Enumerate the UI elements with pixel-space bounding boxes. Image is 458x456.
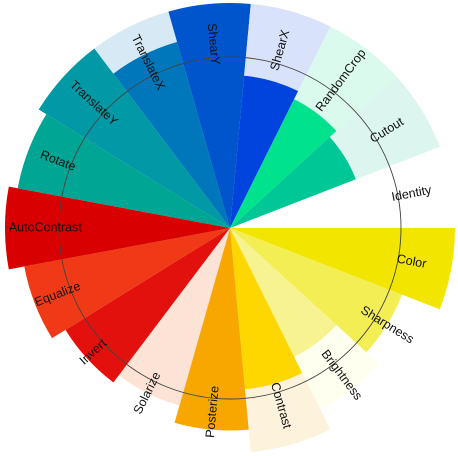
bar-extent-cutout	[329, 76, 440, 180]
label-posterize: Posterize	[203, 385, 222, 438]
reference-ring	[58, 56, 402, 400]
bar-translatey	[38, 48, 231, 229]
label-identity: Identity	[390, 183, 433, 204]
bar-equalize	[24, 228, 231, 339]
bar-randomcrop	[230, 99, 337, 228]
bar-invert	[65, 228, 230, 383]
bar-posterize	[174, 228, 249, 431]
bar-translatex	[113, 41, 230, 228]
bar-sheary	[168, 3, 251, 229]
bar-extent-brightness	[294, 325, 380, 410]
bar-extent-randomcrop	[294, 26, 397, 131]
bar-extent-translatex	[94, 11, 178, 74]
label-autocontrast: AutoContrast	[9, 220, 82, 234]
bar-rotate	[17, 114, 231, 228]
label-sheary: ShearY	[205, 23, 223, 66]
bar-cutout	[230, 137, 356, 228]
bar-shearx	[230, 75, 299, 229]
bar-contrast	[230, 228, 303, 390]
bar-color	[230, 228, 455, 310]
bar-brightness	[230, 228, 337, 357]
label-color: Color	[396, 252, 428, 271]
bar-extent-solarize	[118, 228, 230, 406]
bar-extent-shearx	[244, 3, 331, 92]
bar-layer	[4, 3, 455, 453]
bar-autocontrast	[4, 186, 230, 270]
bar-extent-contrast	[244, 373, 331, 453]
bar-sharpness	[230, 228, 403, 353]
